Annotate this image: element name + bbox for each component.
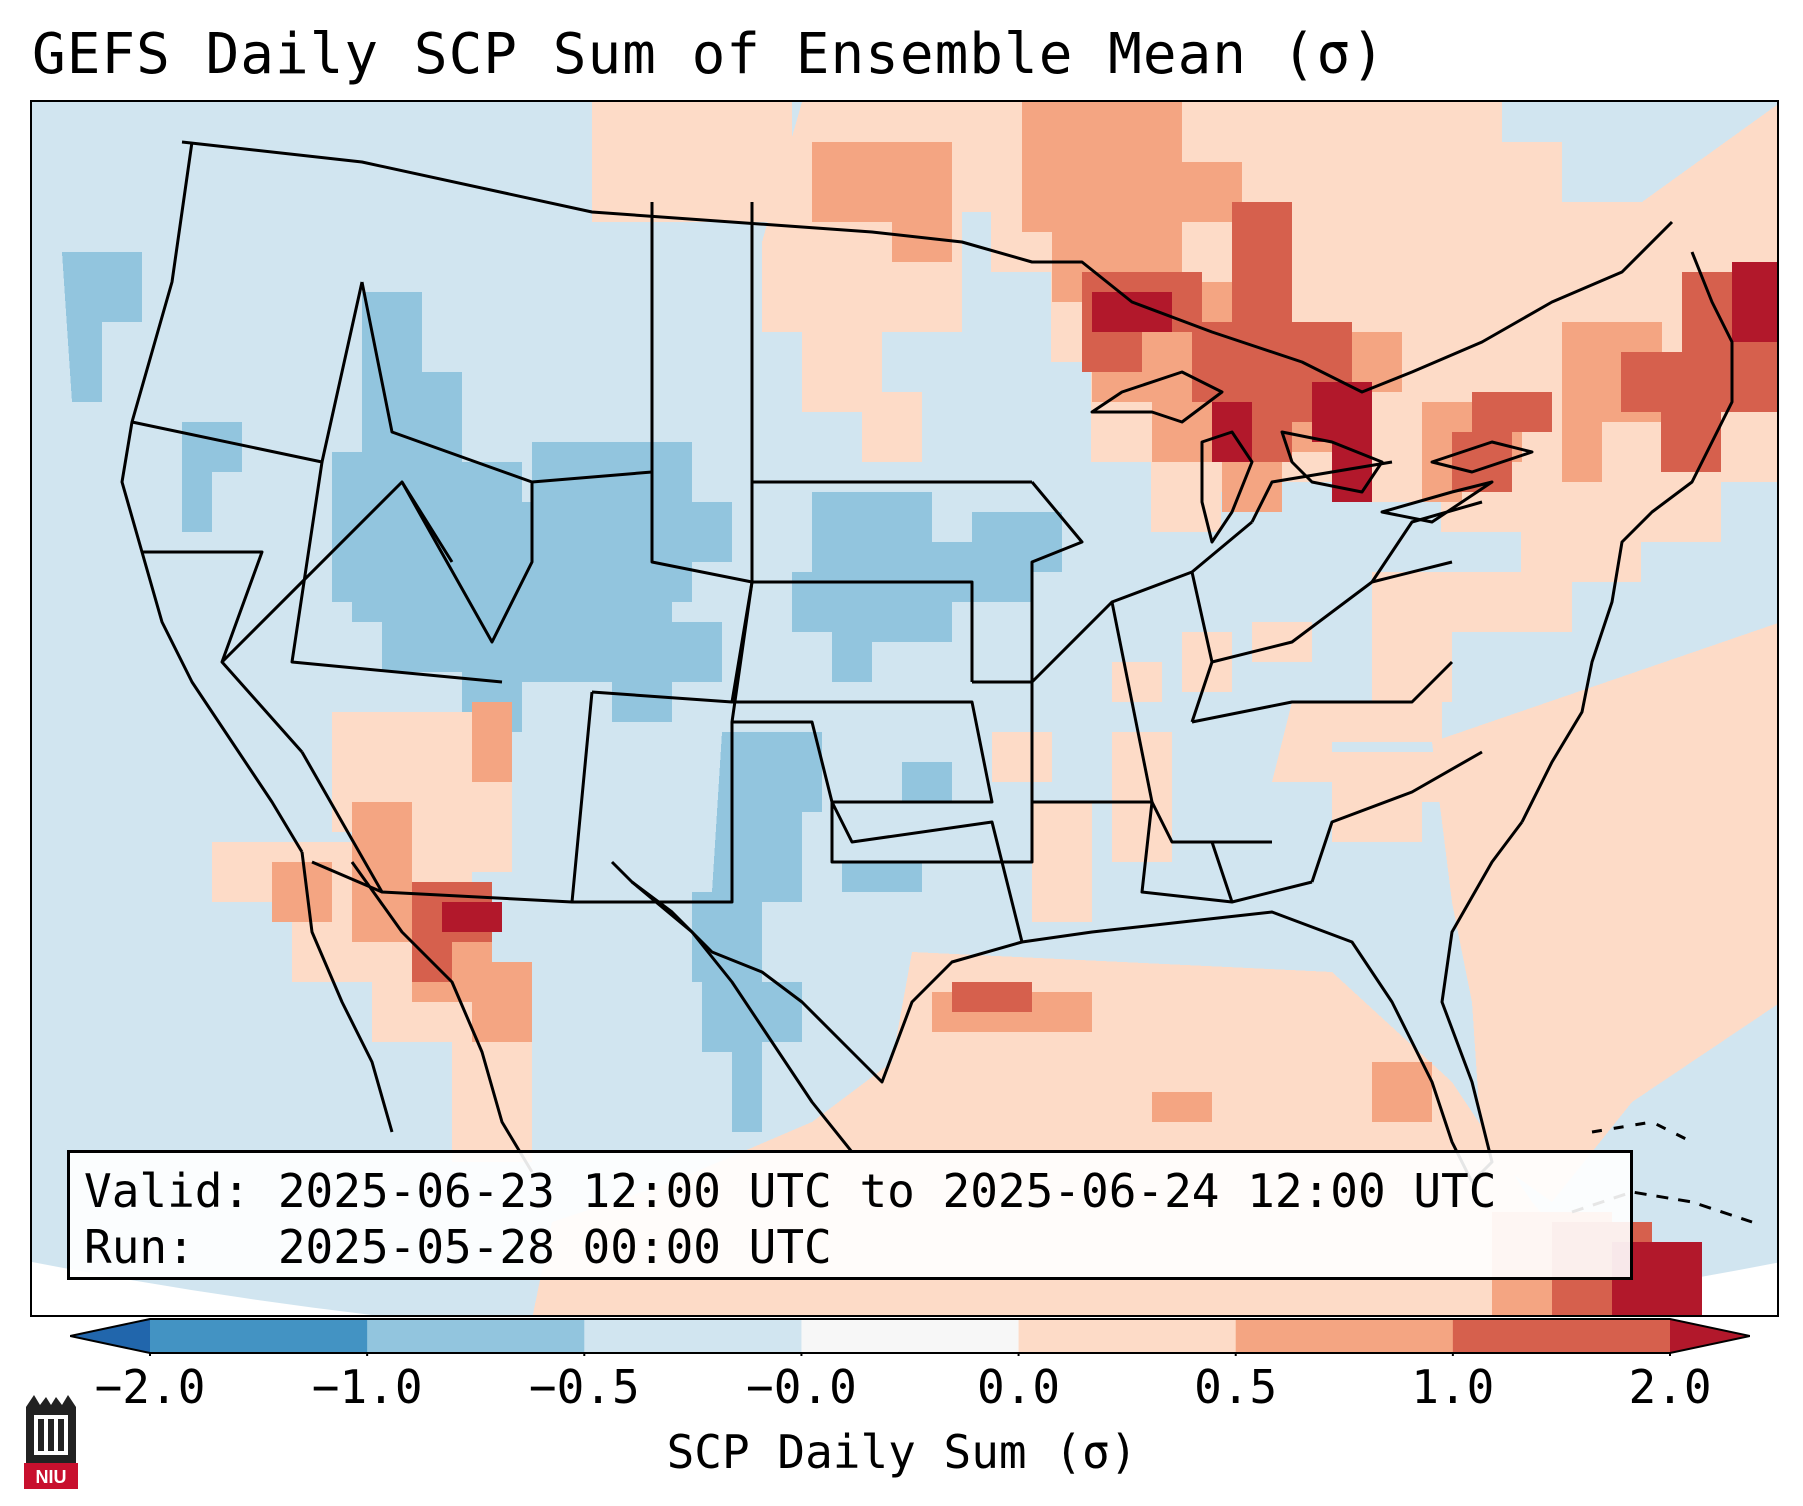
run-time-text: Run: 2025-05-28 00:00 UTC: [84, 1220, 832, 1274]
strong-positive-region: [1152, 1062, 1432, 1122]
colorbar-tick-label: 1.0: [1411, 1360, 1495, 1414]
colorbar-label: SCP Daily Sum (σ): [666, 1425, 1138, 1479]
scp-map: [32, 102, 1777, 1315]
colorbar-segment: [367, 1319, 585, 1353]
extreme-positive-region: [1732, 262, 1777, 342]
negative-anomaly-region: [792, 492, 992, 682]
colorbar-segment: [584, 1319, 802, 1353]
colorbar-under-arrow: [70, 1319, 150, 1353]
colorbar-segment: [150, 1319, 368, 1353]
colorbar-tick-label: −0.0: [746, 1360, 857, 1414]
extreme-positive-region: [1312, 382, 1372, 502]
high-positive-region: [1452, 392, 1552, 492]
colorbar: [70, 1318, 1750, 1356]
negative-anomaly-region: [182, 422, 242, 532]
negative-anomaly-region: [552, 582, 722, 722]
colorbar-tick-label: −1.0: [311, 1360, 423, 1414]
extreme-positive-region: [1092, 292, 1172, 332]
negative-anomaly-region: [62, 252, 142, 402]
logo-text: NIU: [36, 1467, 67, 1487]
positive-anomaly-region: [592, 102, 792, 222]
niu-castle-logo-icon: NIU: [24, 1395, 78, 1489]
strong-positive-region: [272, 862, 332, 922]
colorbar-segment: [1452, 1319, 1671, 1353]
colorbar-tick-label: 0.5: [1194, 1360, 1278, 1414]
validity-info-box: Valid: 2025-06-23 12:00 UTC to 2025-06-2…: [67, 1150, 1633, 1280]
colorbar-tick-label: −0.5: [528, 1360, 640, 1414]
colorbar-segment: [1018, 1319, 1237, 1353]
positive-anomaly-region: [1372, 572, 1572, 702]
positive-anomaly-region: [1272, 702, 1442, 782]
valid-time-text: Valid: 2025-06-23 12:00 UTC to 2025-06-2…: [84, 1164, 1497, 1218]
colorbar-tick-label: −2.0: [94, 1360, 206, 1414]
strong-positive-region: [812, 142, 952, 262]
map-panel[interactable]: [30, 100, 1779, 1317]
negative-anomaly-region: [972, 512, 1062, 602]
extreme-positive-region: [1612, 1242, 1702, 1315]
colorbar-over-arrow: [1670, 1319, 1750, 1353]
colorbar-tick-label: 2.0: [1628, 1360, 1712, 1414]
negative-anomaly-region: [902, 762, 952, 802]
strong-positive-region: [472, 702, 512, 782]
colorbar-tick-label: 0.0: [977, 1360, 1061, 1414]
negative-anomaly-region: [332, 482, 412, 602]
colorbar-segment: [801, 1319, 1020, 1353]
extreme-positive-region: [442, 902, 502, 932]
positive-anomaly-region: [1182, 622, 1312, 692]
negative-anomaly-region: [842, 862, 922, 892]
colorbar-segment: [1235, 1319, 1454, 1353]
high-positive-region: [952, 982, 1032, 1012]
political-boundaries: [120, 140, 1753, 1224]
positive-anomaly-region: [1032, 732, 1172, 922]
positive-anomaly-region: [1432, 623, 1777, 1202]
negative-anomaly-region: [692, 732, 822, 1132]
map-title: GEFS Daily SCP Sum of Ensemble Mean (σ): [32, 22, 1386, 87]
positive-anomaly-region: [992, 662, 1162, 782]
negative-anomaly-region: [532, 442, 732, 602]
